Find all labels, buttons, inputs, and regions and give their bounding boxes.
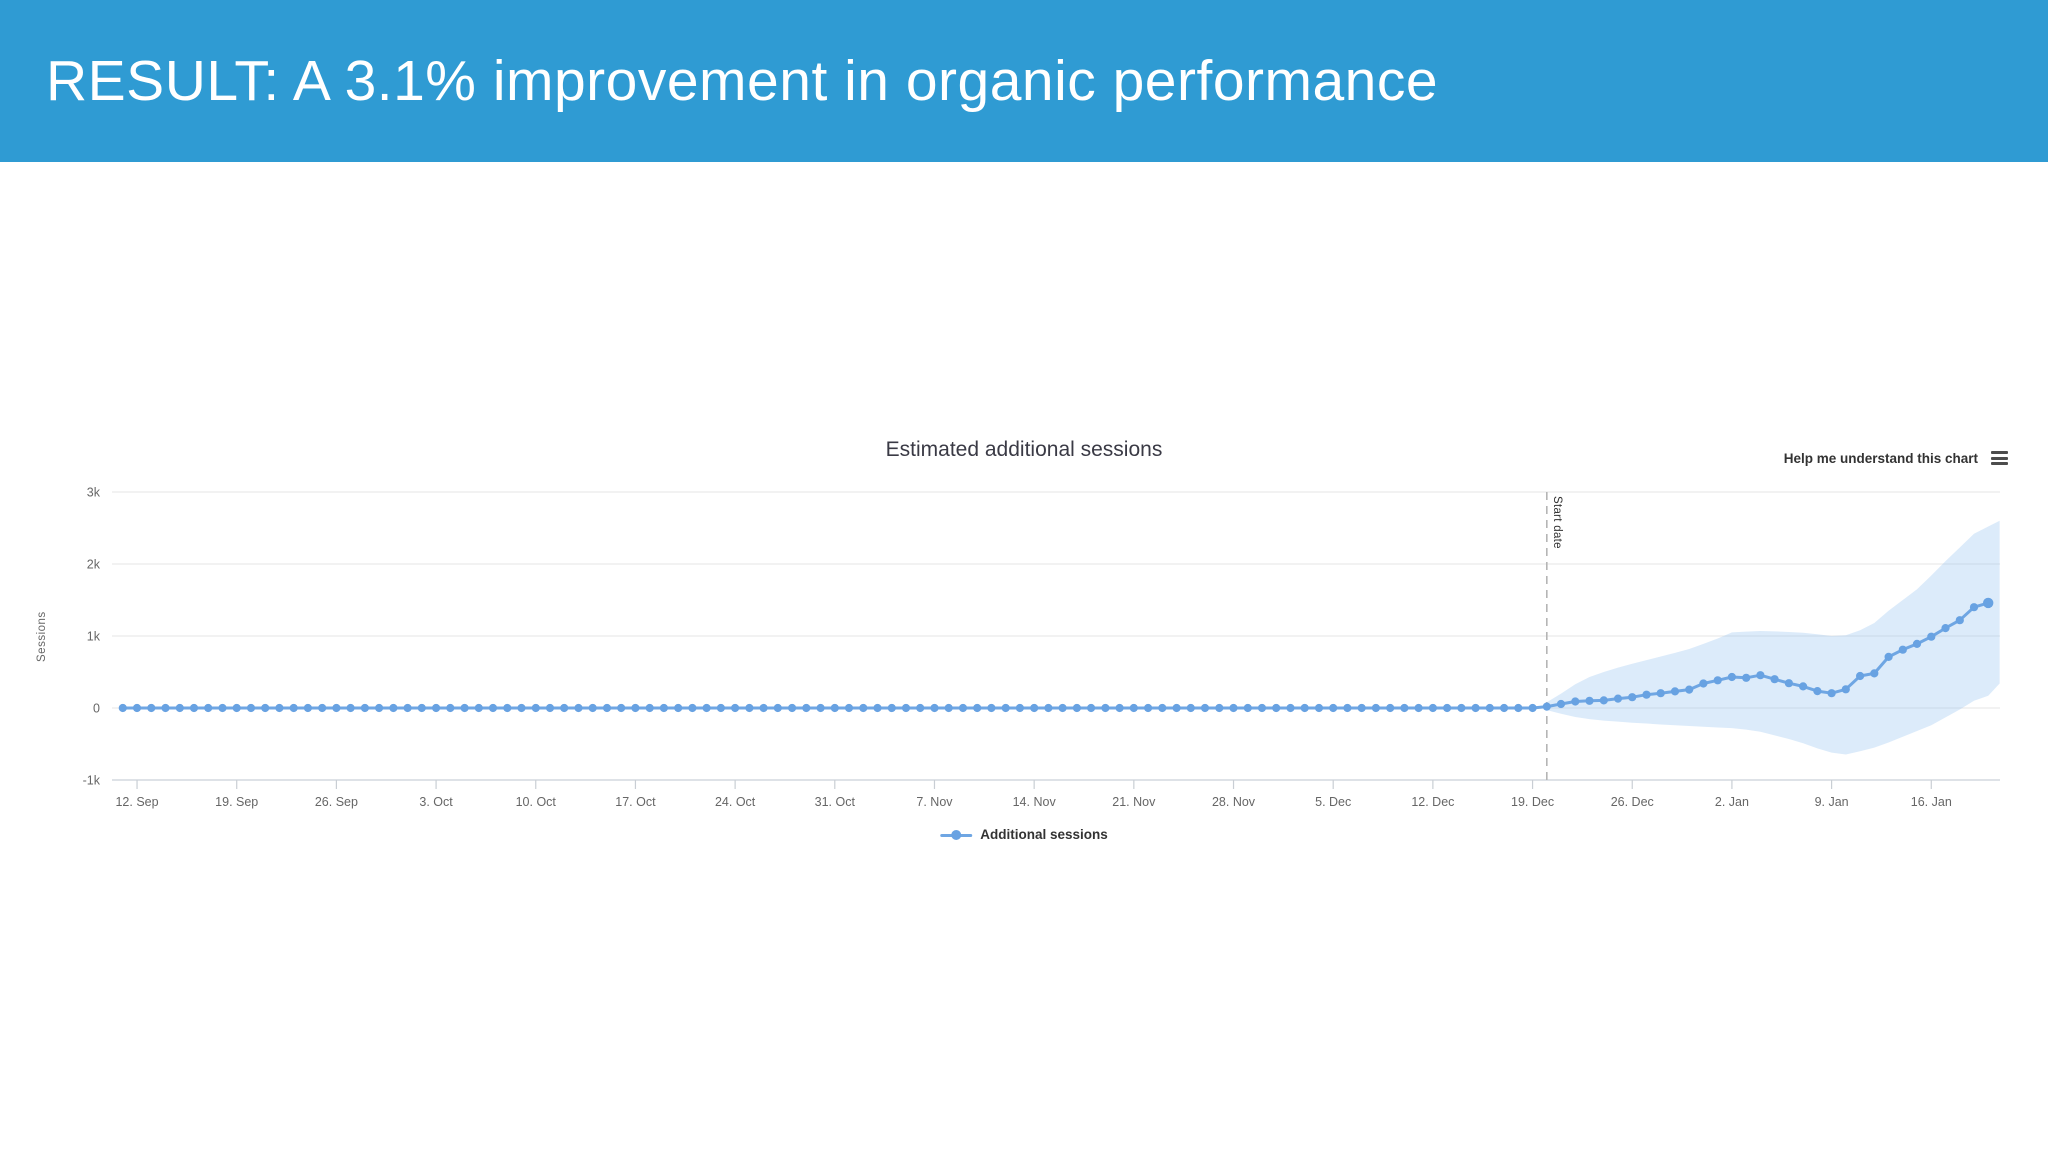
slide-title: RESULT: A 3.1% improvement in organic pe… [46,49,1439,113]
svg-text:16. Jan: 16. Jan [1911,795,1952,809]
svg-text:0: 0 [93,702,100,716]
svg-text:-1k: -1k [83,774,101,788]
svg-text:19. Dec: 19. Dec [1511,795,1554,809]
svg-text:17. Oct: 17. Oct [615,795,656,809]
svg-text:2. Jan: 2. Jan [1715,795,1749,809]
help-label[interactable]: Help me understand this chart [1783,450,1978,466]
svg-text:9. Jan: 9. Jan [1815,795,1849,809]
x-tick-labels: 12. Sep 19. Sep 26. Sep 3. Oct 10. Oct 17. Oc… [115,795,1951,809]
svg-text:2k: 2k [87,558,101,572]
svg-text:19. Sep: 19. Sep [215,795,258,809]
svg-text:10. Oct: 10. Oct [516,795,557,809]
svg-text:24. Oct: 24. Oct [715,795,756,809]
svg-text:1k: 1k [87,630,101,644]
svg-text:31. Oct: 31. Oct [815,795,856,809]
svg-text:14. Nov: 14. Nov [1013,795,1057,809]
header-banner: RESULT: A 3.1% improvement in organic pe… [0,0,2048,162]
svg-text:21. Nov: 21. Nov [1112,795,1156,809]
svg-text:3. Oct: 3. Oct [419,795,453,809]
svg-text:5. Dec: 5. Dec [1315,795,1351,809]
plot-area: 3k 2k 1k 0 -1k 12. Sep 19. Sep 26. Sep 3. Oct 10.… [83,486,2000,809]
y-axis-title: Sessions [36,611,48,663]
svg-text:26. Sep: 26. Sep [315,795,358,809]
chart-title: Estimated additional sessions [885,438,1163,461]
svg-text:7. Nov: 7. Nov [916,795,953,809]
series-points[interactable] [118,597,1994,713]
x-ticks [136,780,1932,789]
hamburger-icon[interactable] [1991,449,2008,467]
y-gridlines [112,491,2000,781]
legend-marker-icon [940,829,973,841]
y-tick-labels: 3k 2k 1k 0 -1k [83,486,101,788]
svg-text:28. Nov: 28. Nov [1212,795,1256,809]
help-link[interactable]: Help me understand this chart [1784,449,2008,467]
legend-item[interactable]: Additional sessions [940,827,1108,842]
svg-text:12. Dec: 12. Dec [1411,795,1454,809]
svg-text:26. Dec: 26. Dec [1611,795,1654,809]
svg-text:3k: 3k [87,486,101,500]
start-date-label: Start date [1551,496,1563,549]
svg-text:12. Sep: 12. Sep [115,795,158,809]
legend-label[interactable]: Additional sessions [980,827,1108,842]
